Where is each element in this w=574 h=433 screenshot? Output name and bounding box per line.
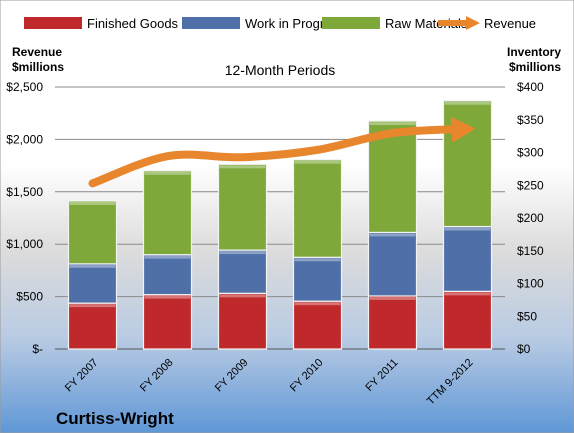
- legend-label-work-in-progress: Work in Progress: [245, 16, 345, 31]
- bar-finished-goods: [442, 290, 493, 350]
- bar-finished-goods: [217, 292, 268, 350]
- left-tick-label: $-: [32, 342, 43, 356]
- left-tick-label: $1,000: [6, 237, 43, 251]
- bar-highlight: [369, 233, 416, 237]
- right-axis-label-line1: Inventory: [507, 45, 561, 59]
- gridlines: [55, 86, 505, 350]
- company-name: Curtiss-Wright: [56, 409, 174, 428]
- left-axis-ticks: $- $500 $1,000 $1,500 $2,000 $2,500: [6, 80, 43, 356]
- chart-title: 12-Month Periods: [225, 62, 336, 78]
- bar-highlight: [69, 264, 116, 268]
- bar-raw-materials: [442, 100, 493, 228]
- legend-swatch-work-in-progress: [182, 17, 240, 29]
- right-tick-label: $250: [517, 178, 544, 192]
- bar-highlight: [69, 201, 116, 205]
- bar-raw-materials: [142, 170, 193, 256]
- bar-highlight: [219, 165, 266, 169]
- revenue-arrowhead: [450, 116, 476, 143]
- right-tick-label: $300: [517, 146, 544, 160]
- legend-label-raw-materials: Raw Materials: [385, 16, 468, 31]
- legend-label-revenue: Revenue: [484, 16, 536, 31]
- bar-highlight: [369, 296, 416, 300]
- legend-swatch-finished-goods: [24, 17, 82, 29]
- bar-finished-goods: [67, 302, 118, 350]
- left-tick-label: $2,500: [6, 80, 43, 94]
- legend-arrowhead-revenue: [466, 16, 480, 30]
- left-axis-label-line2: $millions: [12, 60, 64, 74]
- right-tick-label: $200: [517, 211, 544, 225]
- bar-highlight: [219, 251, 266, 255]
- revenue-line-path: [88, 124, 472, 188]
- bar-highlight: [144, 295, 191, 299]
- right-tick-label: $100: [517, 277, 544, 291]
- bar-highlight: [444, 101, 491, 105]
- bar-work-in-progress: [67, 263, 118, 304]
- bar-finished-goods: [142, 294, 193, 350]
- right-tick-label: $50: [517, 309, 537, 323]
- right-axis-label-line2: $millions: [509, 60, 561, 74]
- right-tick-label: $400: [517, 80, 544, 94]
- bar-work-in-progress: [292, 256, 343, 302]
- bar-work-in-progress: [442, 225, 493, 292]
- bar-highlight: [444, 227, 491, 231]
- bar-raw-materials: [217, 163, 268, 251]
- bar-finished-goods: [292, 300, 343, 350]
- right-tick-label: $150: [517, 244, 544, 258]
- revenue-line: [88, 116, 476, 188]
- legend-swatch-raw-materials: [322, 17, 380, 29]
- left-axis-label-line1: Revenue: [12, 45, 62, 59]
- bar-highlight: [369, 122, 416, 126]
- bar-work-in-progress: [142, 254, 193, 296]
- bar-highlight: [69, 304, 116, 308]
- legend-label-finished-goods: Finished Goods: [87, 16, 179, 31]
- right-axis-ticks: $0 $50 $100 $150 $200 $250 $300 $350 $400: [517, 80, 544, 356]
- bar-raw-materials: [67, 200, 118, 265]
- right-tick-label: $350: [517, 113, 544, 127]
- bar-highlight: [219, 294, 266, 298]
- legend: Finished Goods Work in Progress Raw Mate…: [24, 16, 536, 31]
- left-tick-label: $1,500: [6, 185, 43, 199]
- left-tick-label: $500: [16, 290, 43, 304]
- bar-highlight: [294, 160, 341, 164]
- right-tick-label: $0: [517, 342, 531, 356]
- bar-highlight: [294, 302, 341, 306]
- bar-highlight: [444, 292, 491, 296]
- left-tick-label: $2,000: [6, 132, 43, 146]
- bar-highlight: [294, 258, 341, 262]
- bar-highlight: [144, 255, 191, 259]
- bar-finished-goods: [367, 295, 418, 350]
- bar-highlight: [144, 171, 191, 175]
- bars: [67, 100, 493, 350]
- bar-raw-materials: [292, 159, 343, 258]
- bar-work-in-progress: [217, 249, 268, 294]
- bar-work-in-progress: [367, 231, 418, 297]
